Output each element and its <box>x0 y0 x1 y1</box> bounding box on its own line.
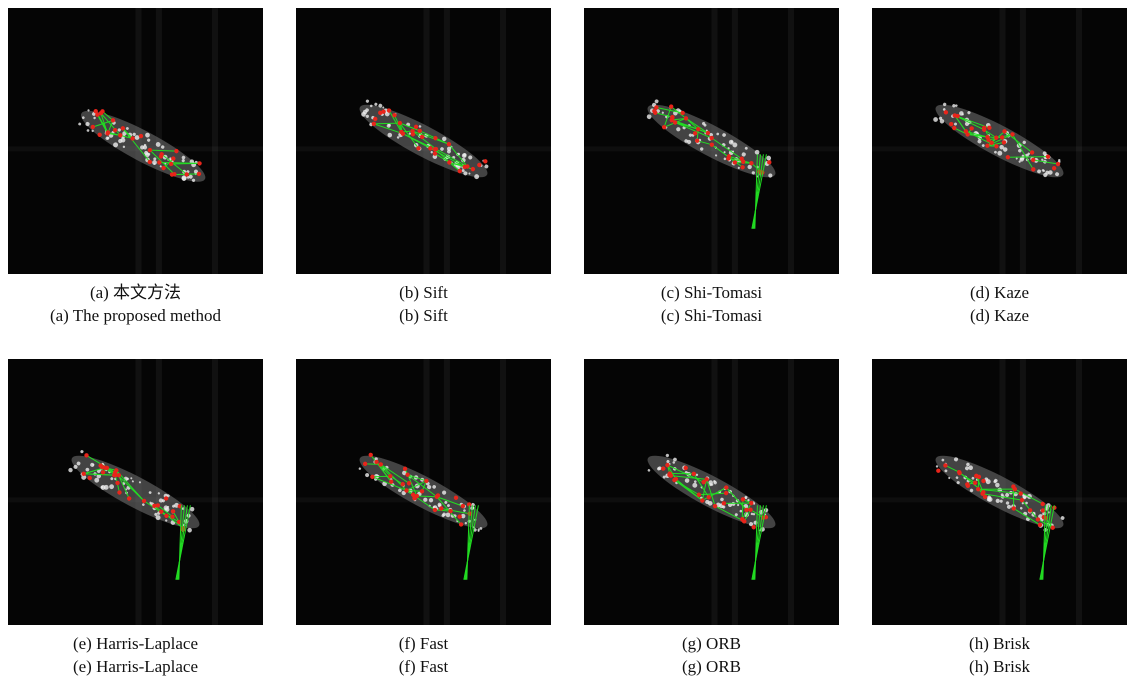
streak <box>788 359 794 625</box>
streak <box>1076 8 1082 274</box>
caption: (c) Shi-Tomasi <box>661 283 763 302</box>
caption: (g) ORB <box>682 657 741 676</box>
caption: (d) Kaze <box>970 283 1029 302</box>
panel: (f) Fast (f) Fast <box>296 359 551 676</box>
panel: (g) ORB (g) ORB <box>584 359 839 676</box>
streak <box>500 359 506 625</box>
panel: (d) Kaze (d) Kaze <box>872 8 1127 325</box>
streak <box>500 8 506 274</box>
streak <box>1076 359 1082 625</box>
caption: (e) Harris-Laplace <box>73 634 198 653</box>
caption: (h) Brisk <box>969 634 1030 653</box>
caption: (b) Sift <box>399 283 448 302</box>
panel: (e) Harris-Laplace (e) Harris-Laplace <box>8 359 263 676</box>
caption: (a) 本文方法 <box>90 283 181 302</box>
caption: (f) Fast <box>399 657 449 676</box>
panel: (b) Sift (b) Sift <box>296 8 551 325</box>
caption: (b) Sift <box>399 306 448 325</box>
streak <box>212 8 218 274</box>
streak <box>212 359 218 625</box>
caption: (f) Fast <box>399 634 449 653</box>
panel: (c) Shi-Tomasi (c) Shi-Tomasi <box>584 8 839 325</box>
caption: (d) Kaze <box>970 306 1029 325</box>
caption: (e) Harris-Laplace <box>73 657 198 676</box>
panel: (h) Brisk (h) Brisk <box>872 359 1127 676</box>
figure: (a) 本文方法(a) The proposed method(b) Sift(… <box>0 0 1135 679</box>
panel: (a) 本文方法 (a) The proposed method <box>8 8 263 325</box>
caption: (c) Shi-Tomasi <box>661 306 763 325</box>
caption: (a) The proposed method <box>50 306 222 325</box>
streak <box>788 8 794 274</box>
caption: (h) Brisk <box>969 657 1030 676</box>
caption: (g) ORB <box>682 634 741 653</box>
